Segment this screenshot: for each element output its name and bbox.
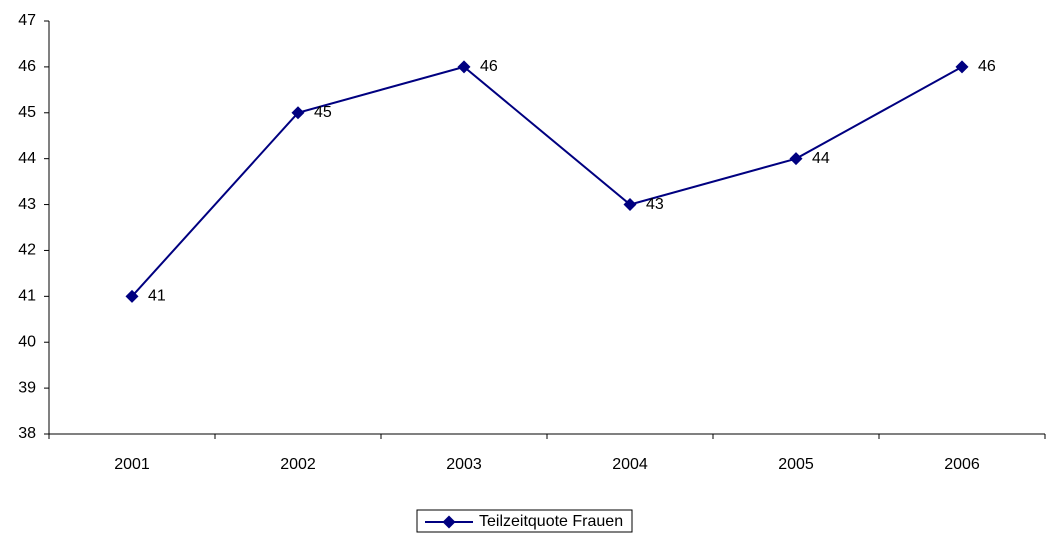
- y-tick-label: 38: [18, 425, 36, 442]
- legend-marker: [442, 515, 456, 529]
- marker: [955, 60, 969, 74]
- y-tick-label: 45: [18, 104, 36, 121]
- data-label: 46: [978, 58, 996, 75]
- data-label: 41: [148, 288, 166, 305]
- data-label: 44: [812, 150, 830, 167]
- x-tick-label: 2005: [778, 456, 814, 473]
- x-tick-label: 2006: [944, 456, 980, 473]
- legend-label: Teilzeitquote Frauen: [479, 513, 623, 530]
- series-line: [131, 65, 963, 298]
- marker: [457, 60, 471, 74]
- x-tick-label: 2004: [612, 456, 648, 473]
- data-label: 43: [646, 196, 664, 213]
- y-tick-label: 44: [18, 150, 36, 167]
- y-tick-label: 47: [18, 12, 36, 29]
- marker: [789, 152, 803, 166]
- marker: [623, 198, 637, 212]
- y-tick-label: 41: [18, 288, 36, 305]
- x-tick-label: 2003: [446, 456, 482, 473]
- marker: [125, 289, 139, 303]
- legend-box: [416, 509, 633, 533]
- data-label: 46: [480, 58, 498, 75]
- data-label: 45: [314, 104, 332, 121]
- marker: [291, 106, 305, 120]
- y-tick-label: 46: [18, 58, 36, 75]
- x-tick-label: 2002: [280, 456, 316, 473]
- y-tick-label: 39: [18, 379, 36, 396]
- x-tick-label: 2001: [114, 456, 150, 473]
- y-tick-label: 42: [18, 242, 36, 259]
- y-tick-label: 43: [18, 196, 36, 213]
- y-tick-label: 40: [18, 333, 36, 350]
